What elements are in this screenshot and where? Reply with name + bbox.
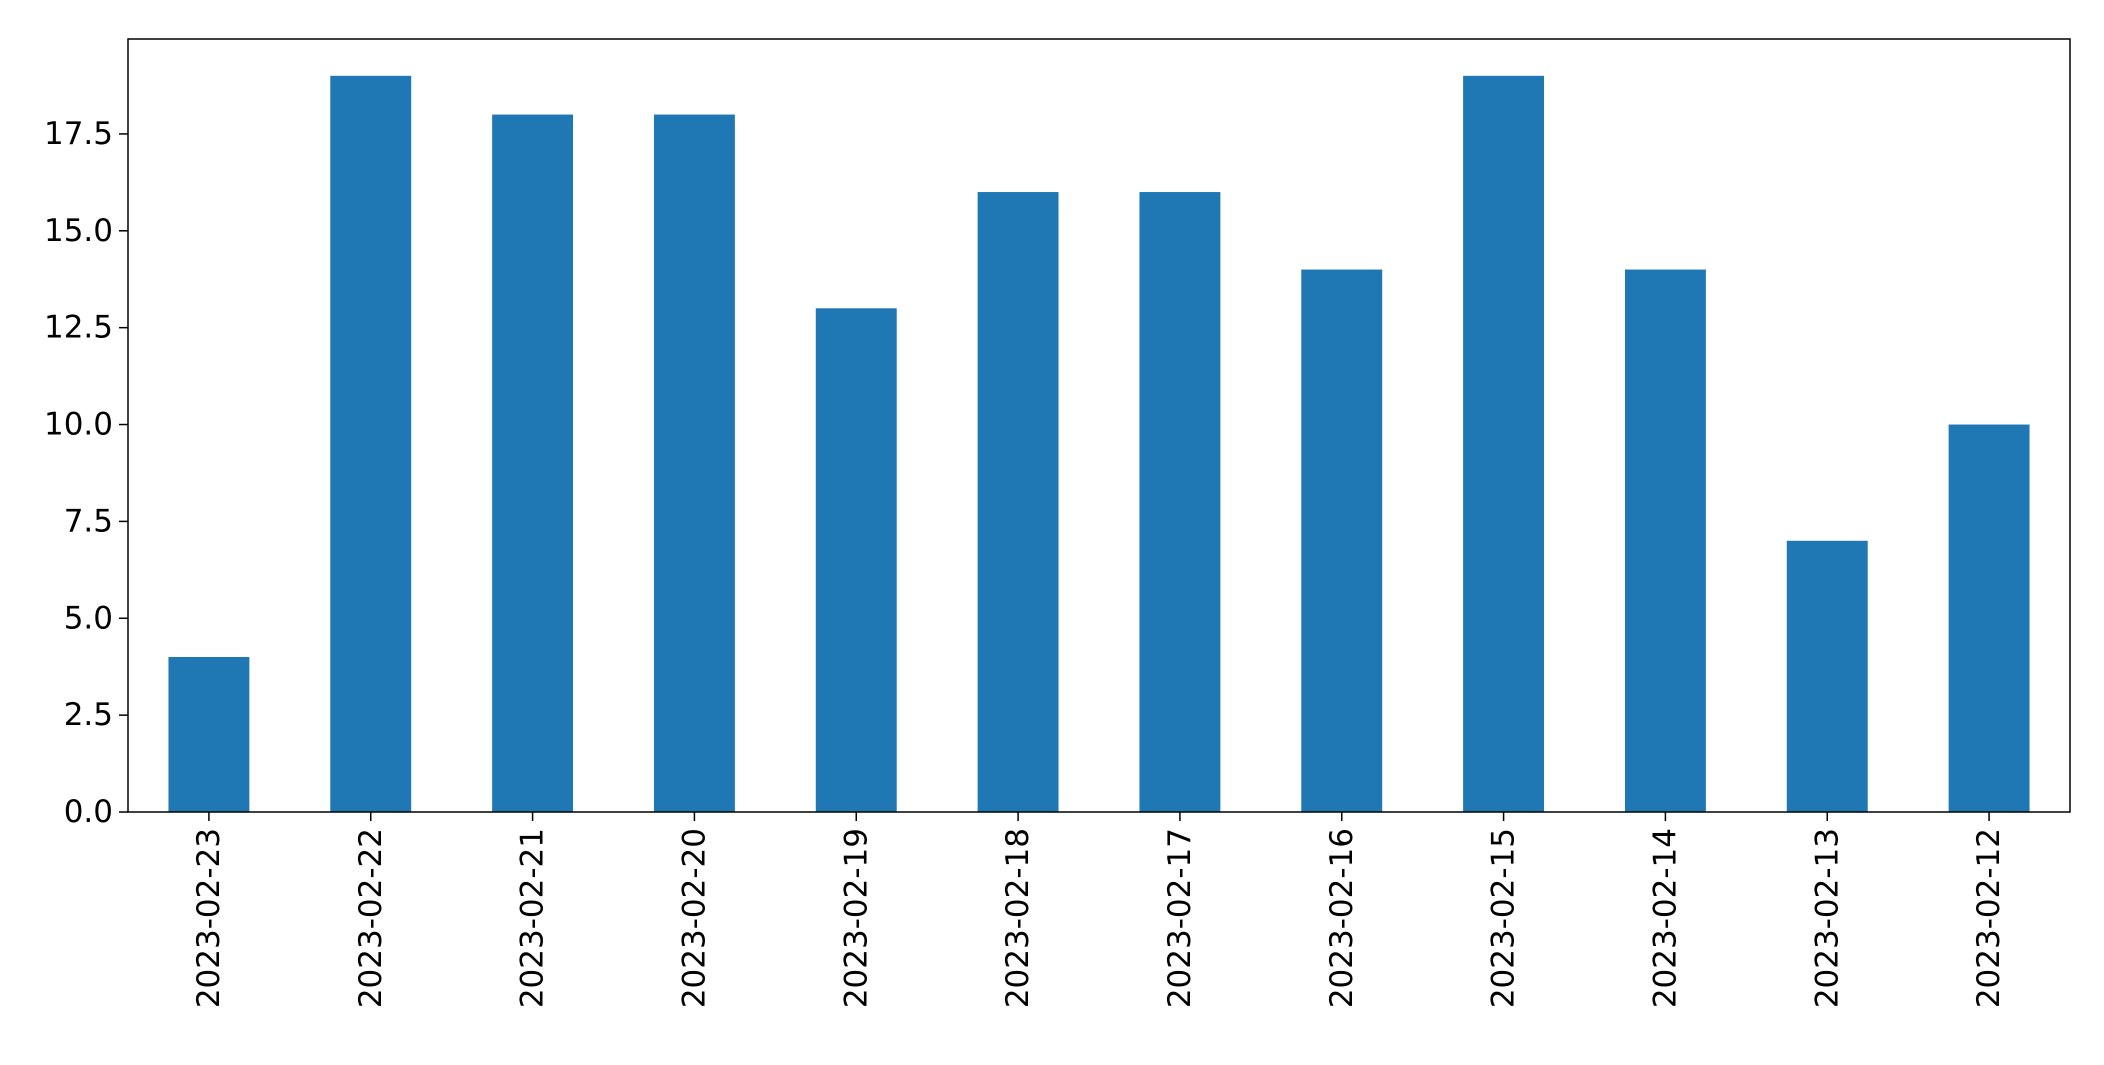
- bar-2023-02-19: [815, 308, 897, 812]
- bar-2023-02-22: [330, 75, 412, 813]
- y-tick-label: 15.0: [44, 213, 113, 249]
- y-tick-label: 0.0: [64, 794, 113, 830]
- x-tick-label: 2023-02-20: [676, 828, 712, 1008]
- x-tick-label: 2023-02-18: [1000, 828, 1036, 1008]
- bar-2023-02-20: [653, 114, 735, 812]
- bar-2023-02-18: [977, 192, 1059, 813]
- x-tick-label: 2023-02-17: [1162, 828, 1198, 1008]
- bar-2023-02-21: [492, 114, 574, 812]
- y-tick-label: 5.0: [64, 600, 113, 636]
- plot-frame: [127, 38, 2071, 813]
- bar-2023-02-16: [1301, 269, 1383, 813]
- y-tick-label: 17.5: [44, 116, 113, 152]
- y-tick-label: 10.0: [44, 407, 113, 443]
- x-tick-label: 2023-02-21: [515, 828, 551, 1008]
- x-axis: 2023-02-23 2023-02-22 2023-02-21 2023-02-20…: [191, 812, 2007, 1008]
- x-tick-label: 2023-02-14: [1647, 828, 1683, 1008]
- x-tick-label: 2023-02-13: [1809, 828, 1845, 1008]
- bar-2023-02-14: [1624, 269, 1706, 813]
- x-tick-label: 2023-02-16: [1324, 828, 1360, 1008]
- x-tick-label: 2023-02-19: [838, 828, 874, 1008]
- y-tick-label: 2.5: [64, 697, 113, 733]
- bar-2023-02-12: [1948, 424, 2030, 812]
- y-tick-label: 7.5: [64, 503, 113, 539]
- y-axis: 0.0 2.5 5.0 7.5 10.0 12.5 15.0 17.5: [44, 116, 128, 830]
- x-tick-label: 2023-02-12: [1971, 828, 2007, 1008]
- bar-2023-02-23: [168, 657, 250, 812]
- bar-2023-02-15: [1463, 75, 1545, 813]
- bar-2023-02-17: [1139, 192, 1221, 813]
- x-tick-label: 2023-02-22: [353, 828, 389, 1008]
- bars-layer: [168, 75, 2030, 813]
- x-tick-label: 2023-02-15: [1486, 828, 1522, 1008]
- x-tick-label: 2023-02-23: [191, 828, 227, 1008]
- bar-2023-02-13: [1786, 540, 1868, 812]
- y-tick-label: 12.5: [44, 310, 113, 346]
